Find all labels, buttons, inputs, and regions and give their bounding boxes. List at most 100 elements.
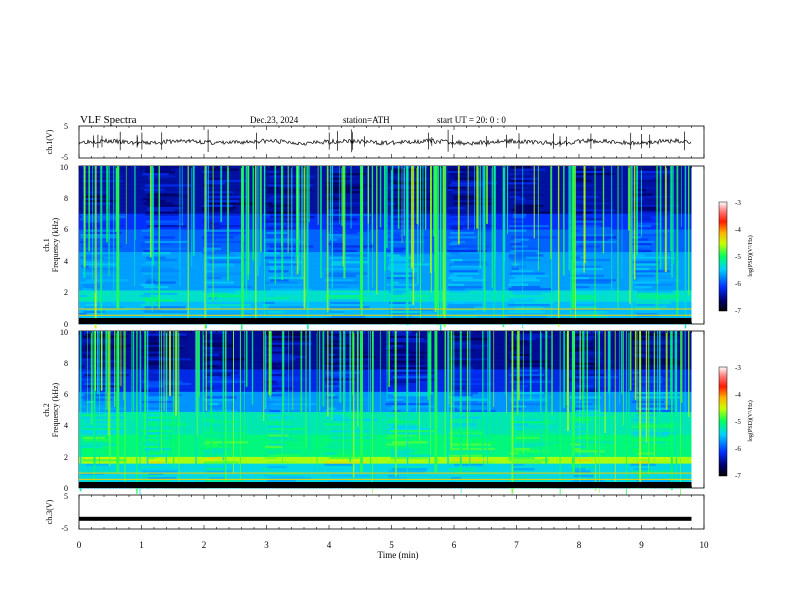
spectrogram-noise: [141, 229, 152, 232]
spectrogram-noise: [636, 348, 682, 352]
spectrogram-noise: [84, 427, 117, 430]
sferic-streak: [529, 331, 532, 401]
spectrogram-noise: [325, 188, 351, 192]
spectrogram-band: [79, 294, 692, 298]
spectrogram-band: [79, 416, 692, 419]
spectrogram-noise: [86, 400, 95, 404]
spectrogram-noise: [511, 263, 520, 266]
sferic-streak: [316, 331, 318, 469]
sferic-streak: [125, 166, 127, 245]
spectrogram-noise: [513, 344, 529, 347]
ch2-spectrogram-panel: 0 2 4 6 8 10 ch.2 Frequency (kHz): [42, 328, 705, 496]
spectrogram-noise: [447, 249, 487, 253]
spectrogram-noise: [638, 240, 655, 244]
spectrogram-band: [79, 413, 692, 417]
sferic-streak: [192, 166, 195, 256]
sferic-streak: [457, 166, 460, 245]
sferic-streak: [422, 166, 424, 263]
sferic-streak: [292, 331, 294, 411]
spectrogram-noise: [448, 436, 459, 439]
spectrogram-band: [79, 445, 692, 448]
spectrogram-noise: [85, 269, 121, 273]
sferic-streak: [210, 331, 213, 457]
spectrogram-noise: [324, 278, 355, 282]
xtick-label-4: 4: [327, 540, 332, 550]
sferic-streak: [136, 331, 138, 494]
spectrogram-noise: [146, 260, 156, 264]
spectrogram-noise: [637, 452, 654, 455]
spectrogram-noise: [449, 461, 496, 464]
spectrogram-noise: [80, 235, 119, 239]
spectrogram-noise: [204, 269, 214, 273]
sferic-streak: [684, 331, 686, 447]
narrowband-line: [79, 308, 692, 310]
spectrogram-noise: [81, 357, 97, 361]
spectrogram-noise: [269, 398, 310, 401]
spectrogram-noise: [146, 409, 160, 413]
spectrogram-noise: [633, 346, 645, 350]
spectrogram-noise: [392, 378, 436, 381]
spectrogram-noise: [449, 348, 475, 352]
spectrogram-noise: [263, 420, 286, 424]
spectrogram-noise: [513, 461, 542, 464]
spectrogram-noise: [511, 369, 539, 372]
sferic-streak: [368, 331, 369, 419]
spectrogram-noise: [509, 202, 544, 205]
spectrogram-noise: [632, 193, 653, 196]
sferic-streak: [281, 166, 284, 281]
spectrogram-noise: [142, 474, 159, 478]
spectrogram-noise: [453, 427, 472, 430]
spectrogram-noise: [391, 425, 421, 428]
spectrogram-noise: [631, 425, 675, 428]
spectrogram-noise: [451, 470, 462, 473]
spectrogram-noise: [208, 405, 222, 408]
spectrogram-noise: [269, 389, 276, 392]
sferic-streak: [195, 331, 197, 489]
spectrogram-noise: [267, 188, 312, 192]
spectrogram-noise: [635, 175, 659, 178]
spectrogram-noise: [145, 371, 154, 374]
spectrogram-noise: [507, 310, 546, 314]
spectrogram-noise: [86, 384, 121, 388]
spectrogram-noise: [452, 458, 490, 462]
spectrogram-noise: [143, 202, 173, 205]
spectrogram-noise: [141, 263, 155, 266]
ch2-spectrogram-ylabel-frequency: Frequency (kHz): [51, 382, 60, 437]
sferic-streak: [384, 166, 386, 302]
spectrogram-noise: [326, 193, 372, 196]
spectrogram-noise: [86, 387, 120, 390]
sferic-streak: [607, 331, 610, 394]
spectrogram-noise: [209, 447, 231, 451]
spectrogram-noise: [390, 456, 428, 460]
spectrogram-noise: [448, 333, 467, 336]
spectrogram-noise: [386, 276, 416, 280]
spectrogram-noise: [391, 175, 400, 178]
spectrogram-noise: [142, 296, 159, 300]
spectrogram-noise: [270, 278, 289, 282]
spectrogram-noise: [511, 208, 539, 212]
spectrogram-noise: [447, 285, 486, 289]
spectrogram-noise: [390, 452, 409, 455]
spectrogram-band: [79, 434, 692, 437]
spectrogram-noise: [389, 263, 431, 266]
spectrogram-noise: [327, 272, 368, 275]
spectrogram-noise: [450, 476, 462, 480]
spectrogram-band: [79, 402, 692, 406]
spectrogram-noise: [514, 211, 553, 214]
sferic-streak: [303, 166, 306, 309]
sferic-streak: [257, 166, 259, 276]
spectrogram-noise: [575, 476, 587, 480]
spectrogram-noise: [392, 384, 413, 388]
spectrogram-noise: [573, 251, 616, 255]
spectrogram-noise: [451, 440, 497, 444]
spectrogram-noise: [85, 467, 114, 471]
spectrogram-noise: [146, 461, 163, 464]
spectrogram-noise: [571, 188, 586, 192]
spectrogram-noise: [387, 420, 421, 424]
spectrogram-noise: [450, 447, 496, 451]
spectrogram-noise: [575, 222, 588, 225]
spectrogram-noise: [202, 398, 235, 401]
spectrogram-noise: [511, 425, 558, 428]
spectrogram-noise: [388, 333, 421, 336]
spectrogram-noise: [146, 256, 166, 259]
